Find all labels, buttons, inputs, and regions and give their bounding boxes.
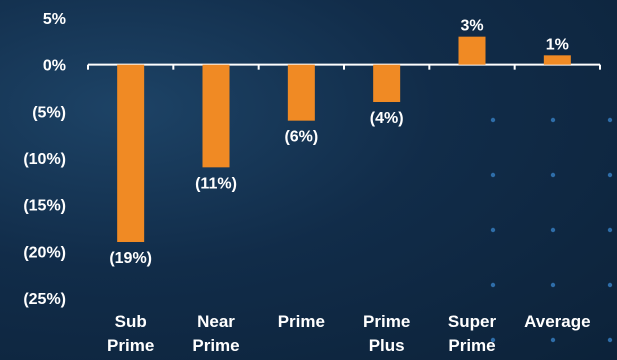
bar (117, 64, 145, 243)
y-tick-label: (25%) (23, 291, 66, 308)
category-label: Prime (192, 336, 239, 355)
background-dot (550, 337, 556, 343)
background-dot (607, 227, 613, 233)
category-label: Prime (278, 312, 325, 331)
category-label: Near (197, 312, 235, 331)
background-dots (490, 117, 613, 343)
background-dot (490, 172, 496, 178)
category-label: Prime (448, 336, 495, 355)
category-label: Super (448, 312, 497, 331)
background-dot (607, 117, 613, 123)
background-dot (607, 282, 613, 288)
background-dot (607, 172, 613, 178)
data-label: (4%) (370, 110, 404, 127)
data-labels: (19%) (11%) (6%) (4%) 3% 1% (109, 18, 569, 267)
category-label: Prime (363, 312, 410, 331)
bar (458, 36, 486, 65)
data-label: 3% (460, 18, 483, 35)
y-tick-label: (5%) (32, 104, 66, 121)
category-label: Sub (115, 312, 147, 331)
background-dot (490, 337, 496, 343)
data-label: (11%) (195, 175, 237, 192)
category-labels: Sub Prime Near Prime Prime Prime Plus Super Prim… (107, 312, 591, 355)
bar (543, 55, 571, 65)
y-tick-label: (10%) (23, 151, 66, 168)
category-label: Plus (369, 336, 405, 355)
data-label: (6%) (284, 129, 318, 146)
bar (202, 64, 230, 168)
background-dot (607, 337, 613, 343)
background-dot (490, 282, 496, 288)
y-tick-label: (15%) (23, 198, 66, 215)
background-dot (490, 227, 496, 233)
y-axis-ticks: 5% 0% (5%) (10%) (15%) (20%) (25%) (23, 11, 66, 308)
data-label: 1% (546, 36, 569, 53)
bar (287, 64, 315, 121)
y-tick-label: 5% (43, 11, 66, 28)
background-dot (550, 227, 556, 233)
bars (117, 36, 571, 243)
background-dot (550, 172, 556, 178)
category-label: Prime (107, 336, 154, 355)
bar (373, 64, 401, 102)
data-label: (19%) (109, 250, 152, 267)
category-label: Average (524, 312, 590, 331)
y-tick-label: (20%) (23, 244, 66, 261)
background-dot (490, 117, 496, 123)
y-tick-label: 0% (43, 58, 66, 75)
background-dot (550, 282, 556, 288)
background-dot (550, 117, 556, 123)
